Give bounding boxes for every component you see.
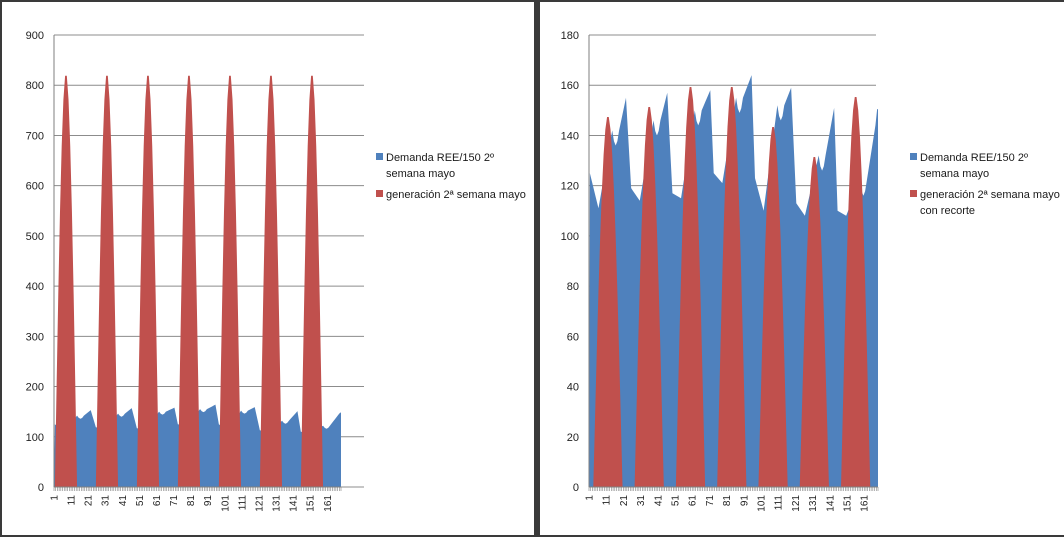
legend-demand-label: semana mayo bbox=[920, 168, 989, 180]
y-tick-label: 80 bbox=[567, 281, 579, 293]
y-tick-label: 120 bbox=[561, 181, 579, 193]
y-tick-label: 0 bbox=[573, 482, 579, 494]
x-tick-label: 101 bbox=[757, 495, 768, 512]
x-tick-label: 71 bbox=[169, 495, 180, 507]
x-tick-label: 81 bbox=[186, 495, 197, 507]
x-tick-label: 1 bbox=[49, 495, 60, 501]
series-generation-area bbox=[54, 75, 341, 487]
x-tick-label: 31 bbox=[101, 495, 112, 507]
y-tick-label: 700 bbox=[26, 130, 44, 142]
x-tick-label: 141 bbox=[289, 495, 300, 512]
y-tick-label: 900 bbox=[26, 30, 44, 42]
x-tick-label: 111 bbox=[774, 495, 785, 511]
x-tick-label: 111 bbox=[237, 495, 248, 511]
y-tick-label: 800 bbox=[26, 80, 44, 92]
x-tick-label: 141 bbox=[825, 495, 836, 512]
x-tick-label: 81 bbox=[722, 495, 733, 507]
legend-generation-swatch bbox=[910, 190, 917, 197]
y-tick-label: 500 bbox=[26, 231, 44, 243]
x-tick-label: 11 bbox=[67, 495, 78, 506]
right-chart-panel: 0 20 40 60 80 100 120 140 160 180 1 11 21 31 41 51 61 71 8… bbox=[537, 0, 1064, 537]
x-tick-label: 91 bbox=[203, 495, 214, 507]
x-tick-label: 51 bbox=[135, 495, 146, 507]
series-generation-area bbox=[589, 86, 878, 487]
left-chart-panel: 0 100 200 300 400 500 600 700 800 900 1 11 21 31 41 51 6… bbox=[0, 0, 537, 537]
x-tick-label: 91 bbox=[739, 495, 750, 507]
y-tick-label: 60 bbox=[567, 331, 579, 343]
x-tick-label: 51 bbox=[671, 495, 682, 507]
x-tick-label: 131 bbox=[808, 495, 819, 512]
y-tick-label: 40 bbox=[567, 382, 579, 394]
x-tick-label: 151 bbox=[306, 495, 317, 512]
x-tick-label: 11 bbox=[602, 495, 613, 506]
y-tick-label: 180 bbox=[561, 30, 579, 42]
y-tick-label: 100 bbox=[26, 432, 44, 444]
legend-demand-label: Demanda REE/150 2º bbox=[920, 152, 1028, 164]
x-tick-label: 21 bbox=[619, 495, 630, 507]
x-tick-label: 121 bbox=[254, 495, 265, 512]
x-tick-label: 1 bbox=[585, 495, 596, 501]
x-tick-label: 31 bbox=[636, 495, 647, 507]
legend-demand-swatch bbox=[910, 153, 917, 160]
y-tick-label: 160 bbox=[561, 80, 579, 92]
y-tick-label: 20 bbox=[567, 432, 579, 444]
x-tick-label: 41 bbox=[118, 495, 129, 507]
legend-demand-label: semana mayo bbox=[386, 168, 455, 180]
legend-generation-label: con recorte bbox=[920, 205, 975, 217]
y-tick-label: 140 bbox=[561, 130, 579, 142]
y-tick-label: 100 bbox=[561, 231, 579, 243]
y-tick-label: 300 bbox=[26, 331, 44, 343]
x-tick-label: 121 bbox=[791, 495, 802, 512]
x-tick-label: 41 bbox=[653, 495, 664, 507]
y-tick-label: 200 bbox=[26, 382, 44, 394]
x-tick-label: 151 bbox=[843, 495, 854, 512]
y-tick-label: 600 bbox=[26, 181, 44, 193]
legend-demand-swatch bbox=[376, 153, 383, 160]
legend-generation-label: generación 2ª semana mayo bbox=[386, 189, 526, 201]
x-tick-label: 101 bbox=[220, 495, 231, 512]
x-tick-label: 71 bbox=[705, 495, 716, 507]
legend-demand-label: Demanda REE/150 2º bbox=[386, 152, 494, 164]
y-tick-label: 400 bbox=[26, 281, 44, 293]
x-tick-label: 131 bbox=[272, 495, 283, 512]
x-tick-label: 161 bbox=[323, 495, 334, 512]
legend-generation-label: generación 2ª semana mayo bbox=[920, 189, 1060, 201]
x-tick-label: 61 bbox=[152, 495, 163, 507]
x-tick-label: 161 bbox=[860, 495, 871, 512]
x-tick-label: 21 bbox=[84, 495, 95, 507]
legend-generation-swatch bbox=[376, 190, 383, 197]
y-tick-label: 0 bbox=[38, 482, 44, 494]
x-tick-label: 61 bbox=[688, 495, 699, 507]
